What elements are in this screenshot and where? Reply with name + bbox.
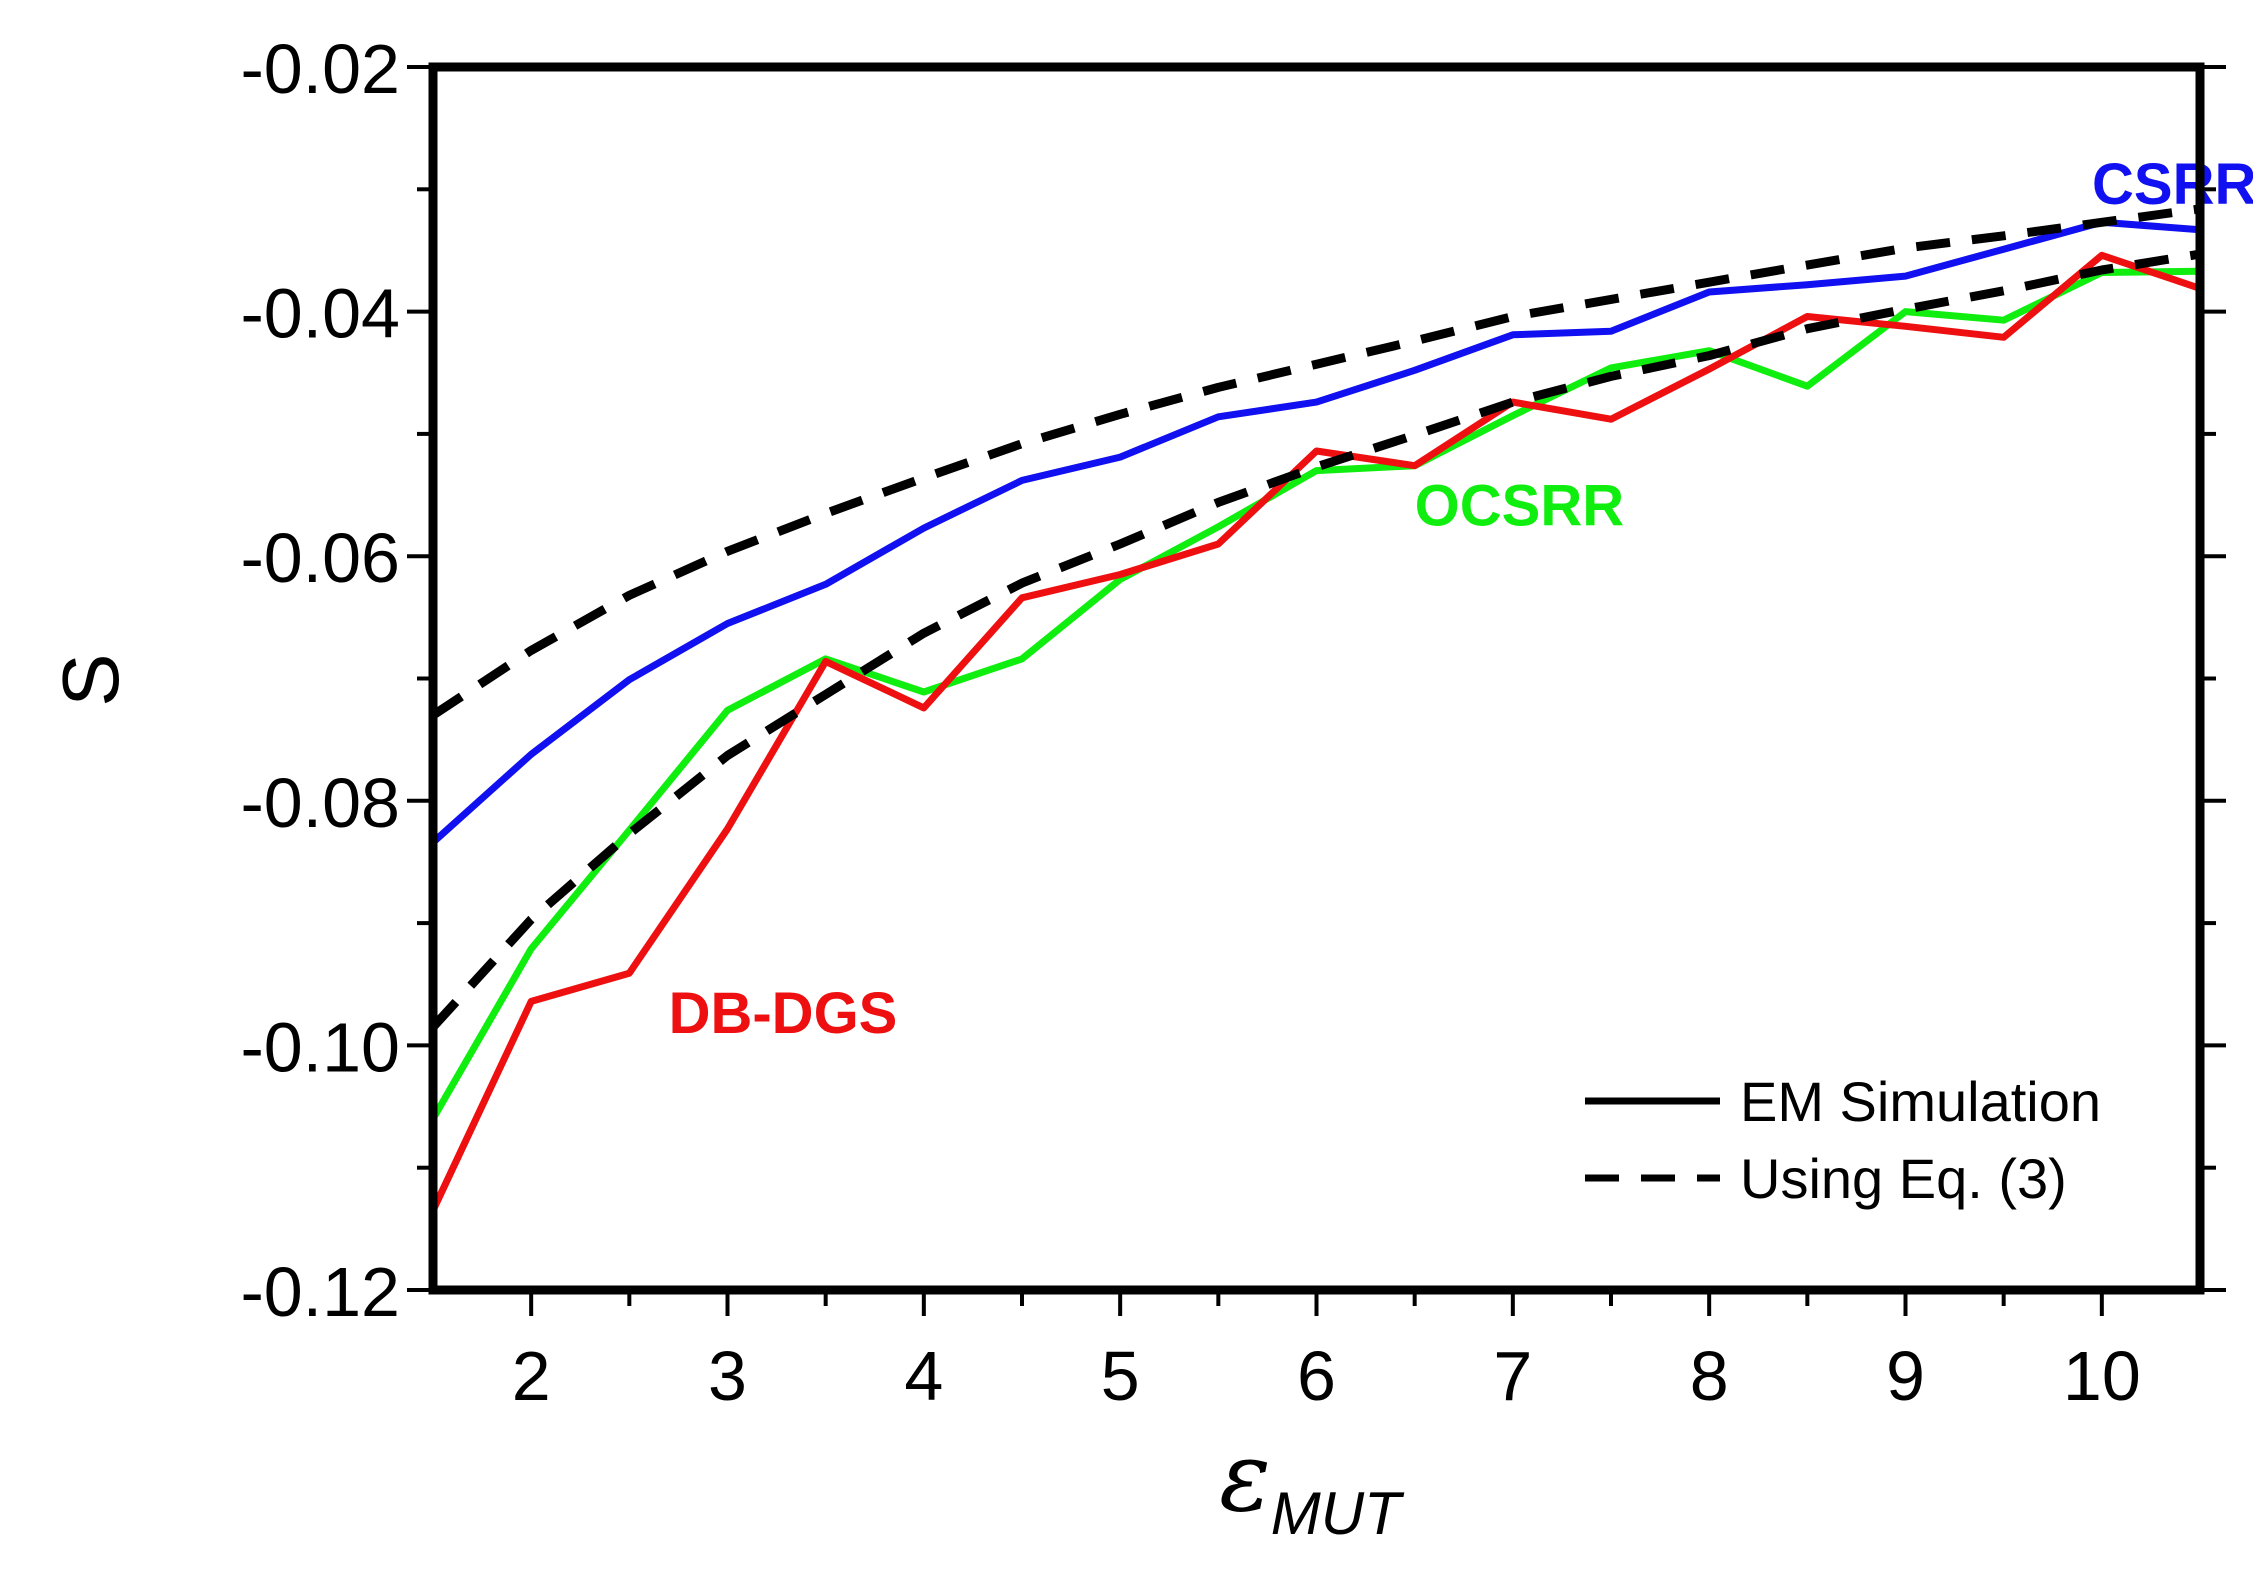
y-tick-label: -0.04	[240, 275, 400, 353]
x-tick-label: 4	[904, 1337, 943, 1415]
y-tick-label: -0.12	[240, 1253, 400, 1331]
axis-ticks: 2 3 4 5 6 7 8 9 10 -0.12 -0.10 -0.08 -0.06 -0.04 -0.02	[240, 30, 2226, 1415]
legend-label: EM Simulation	[1740, 1070, 2101, 1133]
legend-label: Using Eq. (3)	[1740, 1147, 2067, 1210]
x-tick-label: 10	[2063, 1337, 2141, 1415]
x-tick-label: 7	[1493, 1337, 1532, 1415]
x-tick-label: 8	[1690, 1337, 1729, 1415]
series-lines	[429, 204, 2202, 1212]
y-tick-label: -0.02	[240, 30, 400, 108]
x-tick-label: 2	[512, 1337, 551, 1415]
series-line-using-eq-3-upper	[430, 204, 2201, 719]
series-line-using-eq-3-lower	[429, 249, 2201, 1031]
y-tick-label: -0.06	[240, 519, 400, 597]
annotation-csrr: CSRR	[2092, 152, 2253, 217]
series-line-csrr	[430, 218, 2201, 846]
y-tick-label: -0.08	[240, 764, 400, 842]
x-tick-label: 3	[708, 1337, 747, 1415]
x-tick-label: 6	[1297, 1337, 1336, 1415]
series-line-ocsrr	[429, 267, 2201, 1121]
x-axis-subscript: MUT	[1271, 1480, 1405, 1547]
series-annotations: CSRR OCSRR DB-DGS	[669, 152, 2253, 1046]
x-axis-symbol: ε	[1219, 1421, 1271, 1533]
y-tick-label: -0.10	[240, 1008, 400, 1086]
x-tick-label: 5	[1101, 1337, 1140, 1415]
plot-frame	[428, 62, 2205, 1295]
series-line-db-dgs	[429, 251, 2202, 1212]
annotation-ocsrr: OCSRR	[1415, 474, 1624, 539]
y-axis-title: S	[46, 653, 135, 706]
x-tick-label: 9	[1886, 1337, 1925, 1415]
x-axis-title: εMUT	[1219, 1421, 1405, 1547]
annotation-db-dgs: DB-DGS	[669, 981, 898, 1046]
legend: EM Simulation Using Eq. (3)	[1585, 1070, 2101, 1210]
